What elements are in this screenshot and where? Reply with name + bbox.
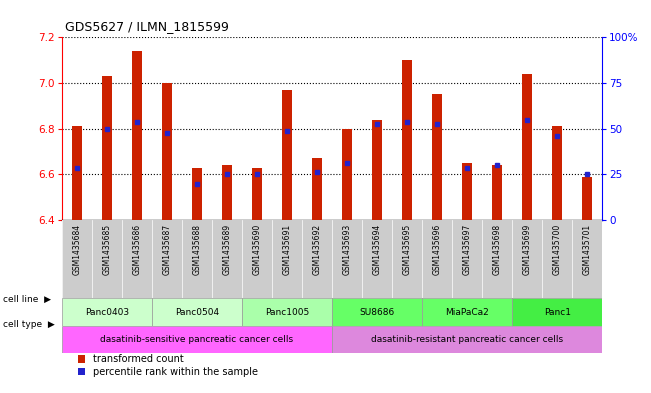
Bar: [62, 326, 332, 353]
Text: GSM1435699: GSM1435699: [523, 224, 532, 275]
Text: GSM1435700: GSM1435700: [553, 224, 562, 275]
Legend: transformed count, percentile rank within the sample: transformed count, percentile rank withi…: [77, 354, 258, 377]
Bar: [372, 119, 382, 220]
Text: GDS5627 / ILMN_1815599: GDS5627 / ILMN_1815599: [65, 20, 229, 33]
Text: Panc0403: Panc0403: [85, 308, 129, 317]
Bar: [191, 167, 202, 220]
Bar: [152, 298, 242, 326]
Text: GSM1435693: GSM1435693: [342, 224, 352, 275]
Bar: [402, 60, 412, 220]
Text: GSM1435686: GSM1435686: [132, 224, 141, 275]
Text: SU8686: SU8686: [359, 308, 395, 317]
Bar: [312, 158, 322, 220]
Text: GSM1435689: GSM1435689: [223, 224, 232, 275]
Bar: [132, 51, 142, 220]
Bar: [252, 167, 262, 220]
Bar: [432, 94, 442, 220]
Bar: [522, 74, 533, 220]
Text: Panc1005: Panc1005: [265, 308, 309, 317]
Text: GSM1435694: GSM1435694: [372, 224, 381, 275]
Text: GSM1435691: GSM1435691: [283, 224, 292, 275]
Text: GSM1435697: GSM1435697: [463, 224, 471, 275]
Bar: [222, 165, 232, 220]
Bar: [332, 326, 602, 353]
Bar: [462, 163, 473, 220]
Bar: [422, 298, 512, 326]
Text: MiaPaCa2: MiaPaCa2: [445, 308, 489, 317]
Text: GSM1435695: GSM1435695: [402, 224, 411, 275]
Bar: [72, 127, 82, 220]
Bar: [332, 298, 422, 326]
Bar: [512, 298, 602, 326]
Bar: [552, 127, 562, 220]
Text: Panc1: Panc1: [544, 308, 571, 317]
Text: GSM1435688: GSM1435688: [193, 224, 201, 275]
Text: dasatinib-sensitive pancreatic cancer cells: dasatinib-sensitive pancreatic cancer ce…: [100, 335, 294, 344]
Text: GSM1435687: GSM1435687: [162, 224, 171, 275]
Bar: [62, 298, 152, 326]
Text: GSM1435698: GSM1435698: [493, 224, 502, 275]
Bar: [161, 83, 172, 220]
Text: cell type  ▶: cell type ▶: [3, 320, 55, 329]
Text: GSM1435701: GSM1435701: [583, 224, 592, 275]
Text: cell line  ▶: cell line ▶: [3, 295, 51, 304]
Bar: [342, 129, 352, 220]
Bar: [582, 177, 592, 220]
Bar: [492, 165, 503, 220]
Text: GSM1435684: GSM1435684: [72, 224, 81, 275]
Bar: [102, 76, 112, 220]
Bar: [242, 298, 332, 326]
Text: GSM1435696: GSM1435696: [432, 224, 441, 275]
Text: dasatinib-resistant pancreatic cancer cells: dasatinib-resistant pancreatic cancer ce…: [371, 335, 563, 344]
Text: GSM1435685: GSM1435685: [102, 224, 111, 275]
Text: Panc0504: Panc0504: [175, 308, 219, 317]
Text: GSM1435692: GSM1435692: [312, 224, 322, 275]
Bar: [282, 90, 292, 220]
Text: GSM1435690: GSM1435690: [253, 224, 262, 275]
